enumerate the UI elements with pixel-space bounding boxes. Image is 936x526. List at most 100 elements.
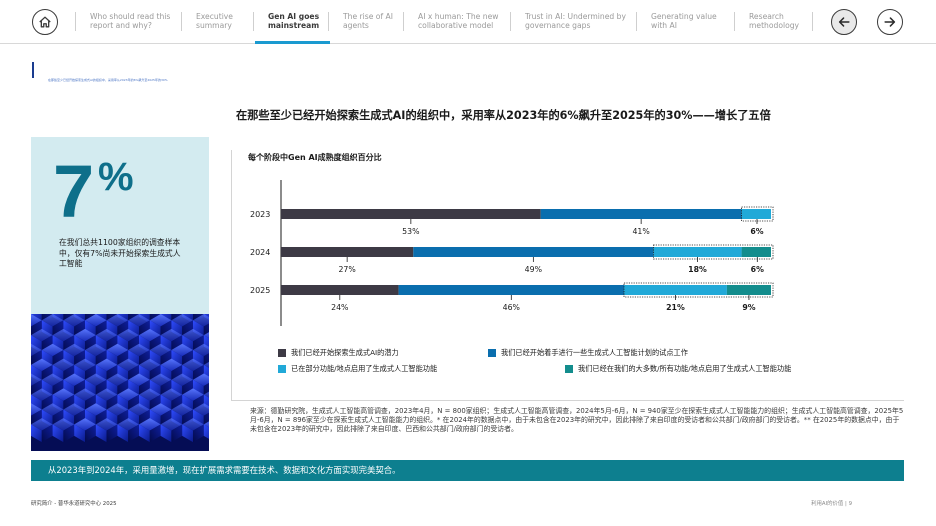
bar-2025-series-1 — [398, 285, 624, 295]
previous-page-button[interactable] — [831, 9, 857, 35]
nav-item-who-should-read[interactable]: Who should read this report and why? — [75, 12, 179, 31]
bar-2024-series-0 — [281, 247, 414, 257]
maturity-bar-chart: 2023 53% 41% 6% 2024 27% 49% 18% 6% 2025 24% 46% 21%… — [250, 180, 774, 326]
cube-face-top — [74, 388, 96, 401]
cube-face-top — [128, 373, 150, 386]
cube-face-right — [31, 320, 42, 338]
cube-face-left — [95, 424, 107, 443]
legend-label-exploring: 我们已经开始探索生成式AI的潜力 — [291, 348, 399, 357]
cube-face-top — [182, 418, 204, 431]
cube-face-left — [128, 379, 139, 398]
data-label-2025-series-3: 9% — [742, 303, 755, 312]
data-label-2024-series-1: 49% — [525, 265, 542, 274]
cube-face-right — [31, 409, 42, 428]
cube-face-left — [171, 320, 183, 338]
cube-face-left — [106, 320, 118, 338]
cube-face-right — [193, 424, 204, 443]
cube-face-left — [41, 320, 53, 338]
cube-face-top — [31, 358, 53, 372]
cube-face-top — [31, 373, 42, 386]
cube-face-right — [85, 394, 96, 413]
cube-face-right — [117, 379, 129, 398]
active-tab-indicator — [255, 41, 330, 44]
cube-face-right — [41, 424, 53, 443]
cube-face-right — [63, 424, 75, 443]
cube-face-top — [31, 314, 42, 327]
data-label-2024-series-0: 27% — [338, 265, 355, 274]
cube-face-left — [106, 409, 118, 428]
stat-description: 在我们总共1100家组织的调查样本中，仅有7%尚未开始探索生成式人工智能 — [59, 238, 181, 268]
nav-item-trust-in-ai[interactable]: Trust in AI: Undermined by governance ga… — [510, 12, 634, 31]
arrow-left-icon — [838, 17, 850, 27]
cube-face-top — [193, 403, 209, 416]
legend-item-some-functions: 已在部分功能/地点启用了生成式人工智能功能 — [278, 364, 437, 374]
cube-face-top — [52, 358, 75, 372]
legend-swatch-most-functions — [565, 365, 573, 373]
cube-face-left — [117, 424, 129, 443]
nav-item-generating-value[interactable]: Generating value with AI — [636, 12, 732, 31]
home-button[interactable] — [32, 9, 58, 35]
legend-label-some-functions: 已在部分功能/地点启用了生成式人工智能功能 — [291, 364, 438, 373]
data-label-2023-series-2: 6% — [750, 227, 763, 236]
cube-face-top — [193, 373, 209, 386]
cube-face-top — [149, 343, 172, 357]
top-navigation: Who should read this report and why? Exe… — [0, 0, 936, 44]
cube-face-top — [95, 328, 118, 342]
nav-divider — [812, 12, 813, 31]
nav-item-ai-x-human[interactable]: AI x human: The new collaborative model — [403, 12, 507, 31]
nav-item-research-methodology[interactable]: Research methodology — [734, 12, 812, 31]
cube-face-left — [149, 409, 161, 428]
data-label-2024-series-2: 18% — [688, 265, 707, 274]
cube-face-right — [41, 394, 53, 413]
cube-face-left — [182, 424, 193, 443]
cube-face-top — [203, 332, 209, 339]
legend-swatch-exploring — [278, 349, 286, 357]
nav-item-rise-of-agents[interactable]: The rise of AI agents — [328, 12, 402, 31]
data-label-2024-series-3: 6% — [751, 265, 764, 274]
cube-face-top — [128, 343, 150, 357]
cube-face-top — [52, 388, 75, 401]
cube-face-right — [193, 394, 204, 413]
legend-label-most-functions: 我们已经在我们的大多数/所有功能/地点启用了生成式人工智能功能 — [578, 364, 792, 373]
cube-face-top — [193, 343, 209, 357]
cube-face-top — [160, 328, 183, 342]
cube-face-top — [139, 328, 161, 342]
cube-face-right — [63, 394, 75, 413]
footer-page-number: 利用AI的价值 | 9 — [811, 501, 852, 507]
bar-2025-series-2 — [624, 285, 727, 295]
cube-face-left — [31, 424, 42, 443]
cube-face-left — [193, 409, 204, 428]
nav-item-gen-ai-mainstream[interactable]: Gen AI goes mainstream — [253, 12, 328, 31]
cube-face-left — [149, 379, 161, 398]
cube-face-top — [182, 358, 204, 372]
cube-face-top — [171, 403, 193, 416]
cube-face-right — [149, 394, 161, 413]
cube-face-left — [95, 394, 107, 413]
legend-swatch-piloting — [488, 349, 496, 357]
cube-face-left — [41, 379, 53, 398]
cube-face-top — [139, 388, 161, 401]
cube-face-top — [74, 328, 96, 342]
stat-value: 7 — [53, 150, 94, 233]
nav-item-executive-summary[interactable]: Executive summary — [181, 12, 253, 31]
cube-face-left — [128, 320, 139, 338]
cube-face-top — [203, 361, 209, 368]
category-label-2023: 2023 — [250, 210, 270, 219]
cube-face-right — [171, 424, 183, 443]
cube-face-right — [52, 320, 64, 338]
next-page-button[interactable] — [877, 9, 903, 35]
cube-face-top — [95, 388, 118, 401]
cube-face-right — [31, 379, 42, 398]
cube-face-top — [85, 343, 107, 357]
cube-face-left — [63, 379, 75, 398]
cube-face-left — [128, 409, 139, 428]
bar-2023-series-1 — [540, 209, 742, 219]
chart-title: 每个阶段中Gen AI成熟度组织百分比 — [248, 153, 382, 162]
data-label-2025-series-0: 24% — [331, 303, 348, 312]
cube-face-left — [52, 394, 64, 413]
cube-face-top — [182, 328, 204, 342]
cube-face-left — [63, 320, 75, 338]
cube-face-left — [203, 424, 209, 439]
highlight-box-2025 — [623, 282, 774, 298]
key-takeaway-banner: 从2023年到2024年，采用量激增，现在扩展需求需要在技术、数据和文化方面实现… — [31, 460, 904, 481]
